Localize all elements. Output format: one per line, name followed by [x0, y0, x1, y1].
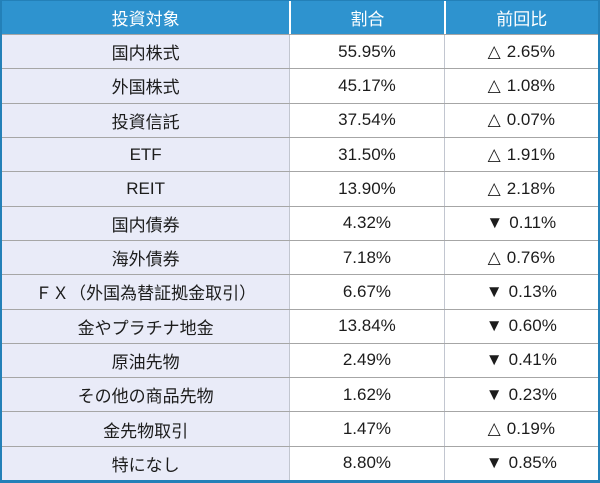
table-row: その他の商品先物 1.62% ▼ 0.23% — [2, 377, 598, 412]
table-row: 海外債券 7.18% △ 0.76% — [2, 239, 598, 275]
table-row: 特になし 8.80% ▼ 0.85% — [2, 445, 598, 481]
change-up-triangle-icon: △ — [487, 41, 501, 61]
header-investment-target: 投資対象 — [111, 10, 180, 29]
change-cell: △ 1.91% — [443, 137, 598, 172]
share-cell: 7.18% — [289, 240, 444, 275]
change-up-triangle-icon: △ — [487, 247, 501, 267]
change-cell: △ 2.65% — [443, 35, 598, 69]
share-cell: 1.47% — [289, 412, 444, 446]
share-cell: 13.90% — [289, 172, 444, 206]
asset-name-cell: 特になし — [2, 446, 290, 481]
table-row: 原油先物 2.49% ▼ 0.41% — [2, 342, 598, 378]
share-cell: 2.49% — [289, 343, 444, 378]
change-value: 0.07% — [506, 110, 555, 130]
change-value: 0.23% — [508, 384, 557, 404]
table-row: 金やプラチナ地金 13.84% ▼ 0.60% — [2, 308, 598, 343]
change-value: 2.65% — [506, 41, 555, 61]
change-down-triangle-icon: ▼ — [485, 316, 503, 336]
table-row: REIT 13.90% △ 2.18% — [2, 171, 598, 206]
change-value: 0.60% — [508, 316, 557, 336]
change-value: 1.91% — [506, 144, 555, 164]
asset-name-cell: 金先物取引 — [2, 412, 290, 446]
change-cell: △ 0.76% — [443, 240, 598, 275]
asset-name-cell: 国内株式 — [2, 35, 290, 69]
change-up-triangle-icon: △ — [487, 178, 501, 198]
change-up-triangle-icon: △ — [487, 144, 501, 164]
change-value: 0.19% — [506, 419, 555, 439]
table-row: 国内株式 55.95% △ 2.65% — [2, 34, 598, 69]
change-cell: ▼ 0.11% — [443, 206, 598, 240]
change-up-triangle-icon: △ — [487, 75, 501, 95]
share-cell: 8.80% — [289, 446, 444, 481]
change-cell: △ 0.07% — [443, 103, 598, 137]
asset-name-cell: 国内債券 — [2, 206, 290, 240]
share-cell: 1.62% — [289, 378, 444, 412]
asset-name-cell: ＦＸ（外国為替証拠金取引） — [2, 275, 290, 309]
asset-name-cell: 投資信託 — [2, 103, 290, 137]
asset-name-cell: 金やプラチナ地金 — [2, 309, 290, 343]
share-cell: 6.67% — [289, 275, 444, 309]
asset-name-cell: 原油先物 — [2, 343, 290, 378]
share-cell: 45.17% — [289, 69, 444, 103]
table-body: 国内株式 55.95% △ 2.65% 外国株式 45.17% △ 1.08% 投資信託 37.5… — [2, 34, 598, 481]
header-share: 割合 — [289, 1, 443, 34]
change-cell: ▼ 0.23% — [443, 378, 598, 412]
table-row: ETF 31.50% △ 1.91% — [2, 136, 598, 172]
change-cell: △ 2.18% — [443, 172, 598, 206]
change-cell: ▼ 0.85% — [443, 446, 598, 481]
table-row: 外国株式 45.17% △ 1.08% — [2, 68, 598, 103]
change-value: 0.85% — [508, 453, 557, 473]
asset-name-cell: ETF — [2, 137, 290, 172]
asset-name-cell: REIT — [2, 172, 290, 206]
share-cell: 13.84% — [289, 309, 444, 343]
change-up-triangle-icon: △ — [487, 110, 501, 130]
change-cell: ▼ 0.41% — [443, 343, 598, 378]
change-down-triangle-icon: ▼ — [485, 281, 503, 301]
change-up-triangle-icon: △ — [487, 419, 501, 439]
asset-name-cell: 海外債券 — [2, 240, 290, 275]
change-value: 0.13% — [508, 281, 557, 301]
change-value: 0.41% — [508, 350, 557, 370]
change-value: 0.11% — [509, 213, 557, 233]
change-value: 2.18% — [506, 178, 555, 198]
share-cell: 31.50% — [289, 137, 444, 172]
asset-name-cell: その他の商品先物 — [2, 378, 290, 412]
header-change-vs-previous: 前回比 — [443, 1, 598, 34]
change-cell: ▼ 0.60% — [443, 309, 598, 343]
table-row: 国内債券 4.32% ▼ 0.11% — [2, 205, 598, 240]
share-cell: 37.54% — [289, 103, 444, 137]
table-row: ＦＸ（外国為替証拠金取引） 6.67% ▼ 0.13% — [2, 274, 598, 309]
change-down-triangle-icon: ▼ — [486, 213, 504, 233]
change-cell: △ 0.19% — [443, 412, 598, 446]
share-cell: 55.95% — [289, 35, 444, 69]
change-cell: ▼ 0.13% — [443, 275, 598, 309]
change-value: 1.08% — [506, 75, 555, 95]
change-value: 0.76% — [506, 247, 555, 267]
share-cell: 4.32% — [289, 206, 444, 240]
change-down-triangle-icon: ▼ — [485, 453, 503, 473]
table-row: 金先物取引 1.47% △ 0.19% — [2, 411, 598, 446]
change-down-triangle-icon: ▼ — [485, 350, 503, 370]
table-header-row: 投資対象 割合 前回比 — [2, 1, 598, 34]
asset-name-cell: 外国株式 — [2, 69, 290, 103]
change-cell: △ 1.08% — [443, 69, 598, 103]
table-row: 投資信託 37.54% △ 0.07% — [2, 102, 598, 137]
change-down-triangle-icon: ▼ — [485, 384, 503, 404]
